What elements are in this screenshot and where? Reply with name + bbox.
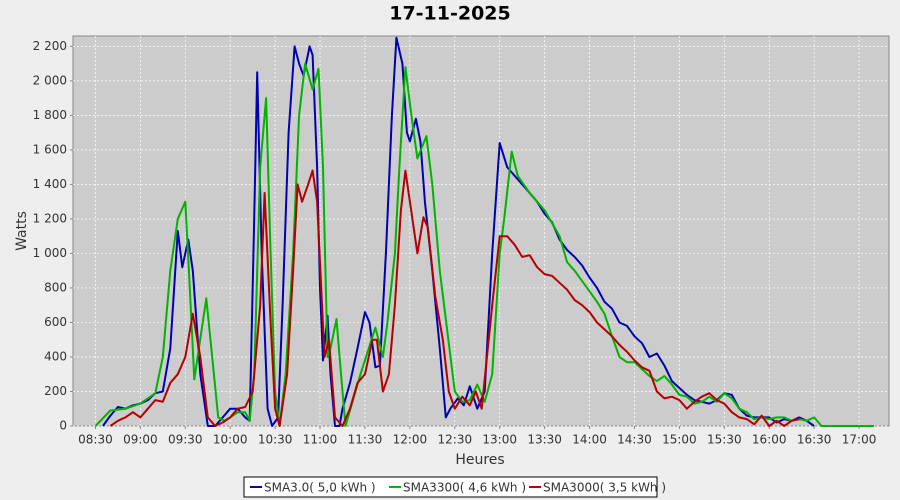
x-tick-label: 17:00	[842, 433, 877, 447]
legend-label: SMA3300( 4,6 kWh )	[403, 481, 526, 495]
plot-area	[72, 35, 890, 427]
x-tick-label: 08:30	[78, 433, 113, 447]
x-tick-label: 10:30	[258, 433, 293, 447]
y-tick-label: 1 000	[33, 246, 67, 260]
x-tick-label: 09:30	[168, 433, 203, 447]
x-tick-label: 10:00	[213, 433, 248, 447]
x-tick-label: 16:00	[752, 433, 787, 447]
y-axis-label: Watts	[14, 211, 30, 251]
legend-label: SMA3000( 3,5 kWh )	[543, 481, 666, 495]
y-tick-label: 800	[44, 280, 67, 294]
legend	[243, 476, 658, 498]
x-tick-label: 11:30	[348, 433, 383, 447]
y-tick-label: 1 800	[33, 108, 67, 122]
x-tick-label: 12:30	[438, 433, 473, 447]
x-tick-label: 13:00	[482, 433, 517, 447]
y-tick-label: 2 200	[33, 39, 67, 53]
x-tick-label: 09:00	[123, 433, 158, 447]
x-tick-label: 13:30	[527, 433, 562, 447]
y-tick-label: 400	[44, 349, 67, 363]
y-tick-label: 2 000	[33, 73, 67, 87]
y-tick-label: 200	[44, 384, 67, 398]
chart-title: 17-11-2025	[389, 3, 511, 25]
series-line	[102, 36, 815, 427]
x-tick-label: 14:30	[617, 433, 652, 447]
series-line	[109, 169, 800, 427]
x-axis-label: Heures	[455, 452, 504, 468]
y-tick-label: 1 200	[33, 211, 67, 225]
y-tick-label: 600	[44, 315, 67, 329]
legend-label: SMA3.0( 5,0 kWh )	[264, 481, 376, 495]
y-tick-label: 0	[59, 419, 67, 433]
x-tick-label: 15:30	[707, 433, 742, 447]
x-tick-label: 16:30	[797, 433, 832, 447]
x-tick-label: 12:00	[393, 433, 428, 447]
series-line	[94, 62, 874, 427]
y-tick-label: 1 400	[33, 177, 67, 191]
x-tick-label: 15:00	[662, 433, 697, 447]
y-tick-label: 1 600	[33, 142, 67, 156]
x-tick-label: 11:00	[303, 433, 338, 447]
x-tick-label: 14:00	[572, 433, 607, 447]
